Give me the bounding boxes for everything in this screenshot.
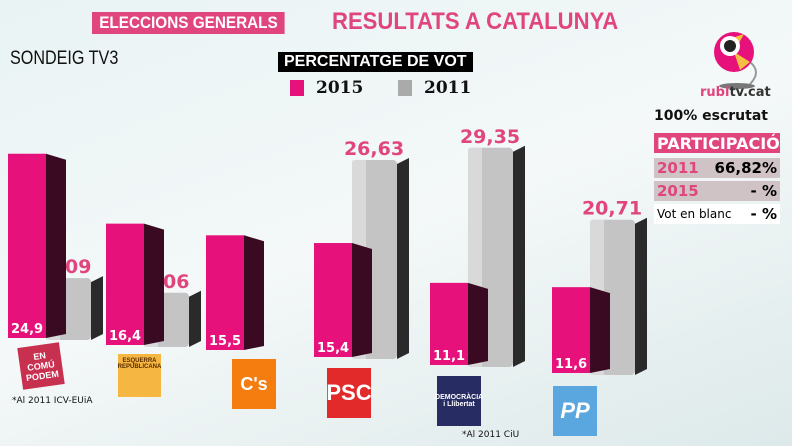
logo-text: PSC [326,380,372,405]
bar-2011-side [91,276,103,340]
legend-label: 2011 [424,78,472,98]
row-label: 2015 [657,182,699,200]
logo-text: PP [560,398,590,423]
chart-title: PERCENTATGE DE VOT [278,52,473,72]
bar-2015-side [46,153,66,338]
row-value: 66,82% [714,159,777,177]
logo-dil: DEMOCRÀCIA i Llibertat [435,376,484,426]
bar-2015 [206,235,244,350]
participation-title: PARTICIPACIÓ [654,133,780,153]
bar-2015-side [352,243,372,357]
row-label: 2011 [657,159,699,177]
logo-erc: ESQUERRA REPUBLICANA [118,354,161,397]
logo-psc: PSC [326,368,372,418]
bar-2015-side [144,223,164,345]
scrutiny-status: 100% escrutat [654,108,768,124]
logo-text: rubitv.cat [700,85,771,100]
label-2015: 16,4 [109,329,141,344]
bar-2015 [430,282,468,365]
label-2015: 15,4 [317,341,349,356]
bar-2011-side [397,157,409,359]
participation-row-2015: 2015 - % [654,181,780,201]
logo-text: EN COMÚ PODEM [25,350,60,384]
label-2011: 20,71 [582,198,642,220]
page-title: RESULTATS A CATALUNYA [332,8,619,35]
bar-2011-side [513,145,525,367]
bar-2015 [8,153,46,338]
elections-tag: ELECCIONS GENERALS [92,12,285,34]
logo-text: DEMOCRÀCIA i Llibertat [435,394,484,408]
label-2011: 26,63 [344,138,404,160]
row-value: - % [750,182,777,200]
bar-2015 [106,223,144,345]
bar-2015-side [244,235,264,350]
subtitle: SONDEIG TV3 [10,48,119,69]
logo-cs: C's [232,359,276,409]
bar-2015-side [468,282,488,365]
label-2015: 24,9 [11,322,43,337]
label-2015: 11,1 [433,349,465,364]
logo-pp: PP [553,386,597,436]
logo-text: C's [240,373,268,394]
legend-2011: 2011 [398,78,471,98]
bar-2011-side [635,217,647,375]
label-2015: 11,6 [555,357,587,372]
row-value: - % [750,205,777,223]
legend-2015: 2015 [290,78,363,98]
logo-text: ESQUERRA REPUBLICANA [117,358,162,370]
label-2015: 15,5 [209,334,241,349]
logo-en-comu-podem: EN COMÚ PODEM [17,342,65,390]
blank-vote-row: Vot en blanc - % [654,204,780,224]
bar-2015 [314,243,352,357]
bar-2015 [552,287,590,373]
bar-2011-side [189,290,201,347]
legend-swatch [398,80,412,96]
participation-row-2011: 2011 66,82% [654,158,780,178]
rubitv-mascot-logo [714,32,757,89]
row-label: Vot en blanc [657,207,732,221]
bar-2015-side [590,287,610,373]
label-2011: 29,35 [460,126,520,148]
note-ciu: *Al 2011 CiU [462,430,520,440]
note-icv: *Al 2011 ICV-EUiA [12,396,93,406]
legend-label: 2015 [316,78,364,98]
legend-swatch [290,80,304,96]
